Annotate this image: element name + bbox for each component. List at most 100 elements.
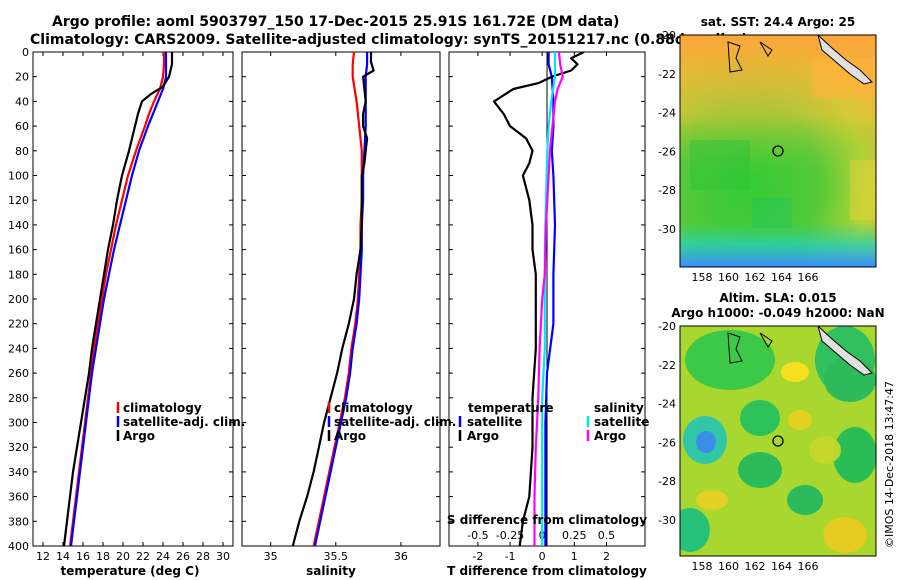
temperature-profiles: [62, 52, 174, 546]
difference-legend: temperature satellite Argo salinity sate…: [458, 401, 649, 443]
depth-tick-label: 360: [8, 491, 29, 504]
depth-tick-label: 300: [8, 417, 29, 430]
legend-label: satellite-adj. clim.: [334, 415, 456, 429]
depth-tick-label: 20: [15, 71, 29, 84]
argo-location-marker: [772, 145, 784, 157]
reef-outline: [727, 41, 743, 73]
sla-map: [680, 326, 876, 556]
x-tick-label: 24: [156, 550, 170, 563]
x-tick-label: 2: [603, 550, 610, 563]
series-satellite-adj-clim-: [313, 52, 369, 546]
x-tick-label: 35: [264, 550, 278, 563]
temperature-x-axis: 12 14 16 18 20 22 24 26 28 30: [36, 52, 230, 563]
depth-tick-label: 380: [8, 515, 29, 528]
sst-map-title: sat. SST: 24.4 Argo: 25: [701, 15, 855, 29]
series-t-argo: [492, 52, 585, 546]
x-tick-label: 12: [36, 550, 50, 563]
lon-tick-label: 162: [745, 560, 766, 573]
x-tick-label: 1: [571, 550, 578, 563]
lon-tick-label: 162: [745, 271, 766, 284]
depth-tick-label: 40: [15, 95, 29, 108]
depth-tick-label: 120: [8, 194, 29, 207]
series-argo: [291, 52, 375, 546]
sla-map-subtitle: Argo h1000: -0.049 h2000: NaN: [671, 306, 884, 320]
lon-tick-label: 158: [692, 271, 713, 284]
depth-tick-label: 320: [8, 441, 29, 454]
legend-label: climatology: [123, 401, 202, 415]
reef-outline: [727, 332, 743, 364]
x-tick-label: 14: [56, 550, 70, 563]
lat-tick-label: -30: [658, 514, 676, 527]
legend-label: climatology: [334, 401, 413, 415]
lon-tick-label: 158: [692, 560, 713, 573]
lat-tick-label: -28: [658, 475, 676, 488]
lat-tick-label: -26: [658, 145, 676, 158]
x-tick-label: 20: [116, 550, 130, 563]
series-satellite-adj-clim-: [69, 52, 168, 546]
x-tick-label: 28: [196, 550, 210, 563]
depth-tick-label: 240: [8, 342, 29, 355]
title-line-1: Argo profile: aoml 5903797_150 17-Dec-20…: [52, 14, 619, 30]
x-tick-label: 30: [216, 550, 230, 563]
lat-tick-label: -26: [658, 436, 676, 449]
depth-tick-label: 0: [22, 46, 29, 59]
depth-tick-label: 100: [8, 170, 29, 183]
lat-tick-label: -30: [658, 223, 676, 236]
lon-tick-label: 166: [798, 560, 819, 573]
sla-map-frame: [679, 325, 877, 557]
argo-location-marker: [772, 435, 784, 447]
legend-label: satellite-adj. clim.: [123, 415, 245, 429]
t-difference-x-axis: -2 -1 0 1 2: [472, 52, 610, 563]
x-tick-label: 26: [176, 550, 190, 563]
x-tick-label: 16: [76, 550, 90, 563]
legend-label: satellite: [594, 415, 649, 429]
depth-axis: 0 20 40 60 80 100 120 140 160 180 200 220 240 260 280 3…: [8, 46, 645, 553]
difference-profiles: [492, 52, 585, 546]
depth-tick-label: 280: [8, 392, 29, 405]
lat-tick-label: -22: [658, 359, 676, 372]
series-argo: [62, 52, 174, 546]
x-tick-label: 22: [136, 550, 150, 563]
legend-header-salinity: salinity: [594, 401, 644, 415]
temperature-legend: climatology satellite-adj. clim. Argo: [116, 401, 245, 443]
legend-header-temperature: temperature: [468, 401, 553, 415]
lon-tick-label: 164: [771, 560, 792, 573]
x-tick-label: 0: [539, 550, 546, 563]
s-tick-label: -0.5: [467, 529, 488, 542]
legend-label: Argo: [594, 429, 626, 443]
x-tick-label: 18: [96, 550, 110, 563]
series-climatology: [312, 52, 363, 546]
s-tick-label: 0.5: [598, 529, 616, 542]
depth-tick-label: 140: [8, 219, 29, 232]
x-tick-label: -2: [472, 550, 483, 563]
x-tick-label: 35.5: [324, 550, 349, 563]
s-tick-label: 0.25: [562, 529, 587, 542]
sst-map: [680, 35, 876, 267]
x-tick-label: -1: [505, 550, 516, 563]
lon-tick-label: 166: [798, 271, 819, 284]
legend-label: Argo: [123, 429, 155, 443]
series-s-argo: [533, 52, 564, 546]
sst-map-frame: [679, 34, 877, 268]
sla-map-axes: 158 160 162 164 166 -20 -22 -24 -26 -28 -30: [658, 320, 818, 573]
lat-tick-label: -22: [658, 68, 676, 81]
depth-tick-label: 400: [8, 540, 29, 553]
depth-tick-label: 180: [8, 268, 29, 281]
reef-outline: [759, 332, 773, 348]
salinity-legend: climatology satellite-adj. clim. Argo: [327, 401, 456, 443]
salinity-xlabel: salinity: [306, 564, 356, 578]
salinity-profiles: [291, 52, 375, 546]
lon-tick-label: 160: [718, 560, 739, 573]
lat-tick-label: -20: [658, 320, 676, 333]
imos-credit: ©IMOS 14-Dec-2018 13:47:47: [883, 381, 896, 548]
salinity-axes: [241, 51, 441, 547]
x-tick-label: 36: [394, 550, 408, 563]
legend-label: Argo: [467, 429, 499, 443]
new-caledonia-island: [817, 35, 873, 85]
depth-tick-label: 160: [8, 244, 29, 257]
lat-tick-label: -20: [658, 29, 676, 42]
title-line-2: Climatology: CARS2009. Satellite-adjuste…: [30, 32, 748, 48]
sst-map-axes: 158 160 162 164 166 -20 -22 -24 -26 -28 -30: [658, 29, 818, 284]
salinity-x-axis: 35 35.5 36: [264, 52, 408, 563]
